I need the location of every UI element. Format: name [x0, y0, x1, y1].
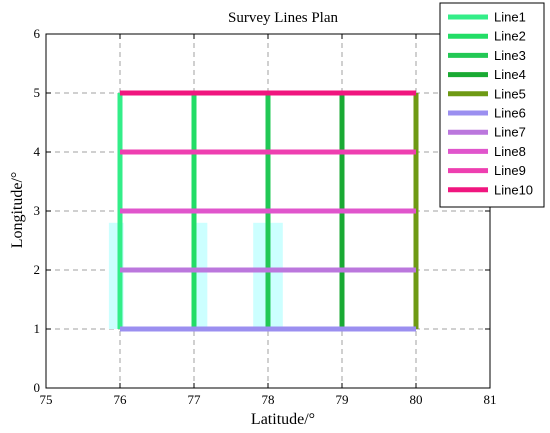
chart-title: Survey Lines Plan [228, 10, 338, 26]
legend-label: Line7 [494, 125, 526, 140]
y-tick-label: 0 [34, 380, 41, 395]
legend-box [439, 2, 545, 208]
x-axis-ticks: 75 76 77 78 79 80 81 [40, 34, 497, 407]
x-tick-label: 76 [114, 392, 128, 407]
legend: Line1 Line2 Line3 Line4 Line5 Line6 Line7 Line8… [439, 2, 545, 208]
shaded-region [194, 222, 208, 329]
y-tick-label: 3 [34, 203, 41, 218]
y-tick-label: 4 [34, 144, 41, 159]
legend-label: Line10 [494, 182, 533, 197]
y-tick-label: 1 [34, 321, 41, 336]
series-lines [117, 90, 419, 332]
x-axis-label: Latitude/° [251, 411, 315, 428]
y-tick-label: 5 [34, 85, 41, 100]
legend-label: Line4 [494, 67, 526, 82]
y-axis-label: Longitude/° [9, 172, 26, 249]
legend-label: Line2 [494, 29, 526, 44]
y-tick-label: 6 [34, 26, 41, 41]
y-tick-label: 2 [34, 262, 41, 277]
legend-label: Line5 [494, 86, 526, 101]
x-tick-label: 78 [262, 392, 275, 407]
x-tick-label: 80 [410, 392, 423, 407]
legend-label: Line3 [494, 48, 526, 63]
x-tick-label: 75 [40, 392, 53, 407]
legend-label: Line9 [494, 163, 526, 178]
legend-label: Line1 [494, 10, 526, 25]
x-tick-label: 79 [336, 392, 349, 407]
x-tick-label: 81 [484, 392, 497, 407]
legend-label: Line8 [494, 144, 526, 159]
legend-label: Line6 [494, 106, 526, 121]
x-tick-label: 77 [188, 392, 202, 407]
